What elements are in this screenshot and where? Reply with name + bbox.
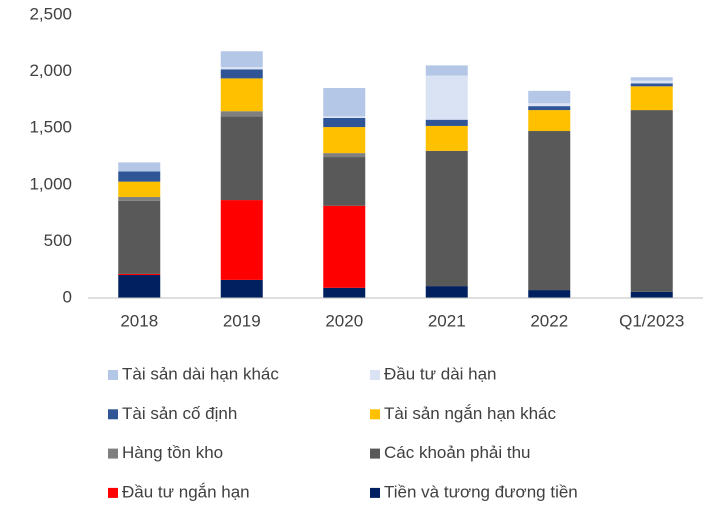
x-tick-label: 2022 (530, 311, 568, 330)
bar-segment (118, 171, 161, 182)
legend-label: Tài sản ngắn hạn khác (384, 404, 557, 423)
bar-segment (118, 273, 161, 276)
bar-segment (630, 80, 673, 84)
y-tick-label: 2,500 (29, 4, 72, 23)
bar-segment (323, 127, 366, 154)
bar-segment (118, 162, 161, 172)
bar-segment (425, 150, 468, 287)
bar-segment (630, 83, 673, 87)
bar-segment (630, 110, 673, 292)
bar-segment (630, 77, 673, 81)
bar-segment (323, 118, 366, 128)
bar-segment (220, 69, 263, 79)
bar-segment (220, 116, 263, 201)
legend-label: Tài sản cố định (122, 404, 237, 423)
bar-segment (323, 88, 366, 117)
bar-segment (220, 200, 263, 280)
y-tick-label: 1,500 (29, 118, 72, 137)
x-tick-label: Q1/2023 (619, 311, 684, 330)
bar-segment (323, 157, 366, 206)
bar-segment (220, 78, 263, 112)
legend-label: Hàng tồn kho (122, 443, 223, 462)
bar-segment (220, 279, 263, 298)
bar-segment (425, 119, 468, 126)
bar-segment (630, 86, 673, 111)
legend-label: Đầu tư dài hạn (384, 364, 497, 383)
bar-segment (528, 103, 571, 107)
y-tick-label: 0 (63, 287, 72, 306)
bar-segment (528, 131, 571, 291)
x-tick-label: 2019 (223, 311, 261, 330)
legend-swatch (108, 487, 118, 498)
legend-label: Các khoản phải thu (384, 443, 531, 462)
bar-segment (323, 153, 366, 158)
bar-segment (528, 290, 571, 298)
x-tick-label: 2018 (120, 311, 158, 330)
bar-segment (220, 67, 263, 70)
bar-segment (528, 90, 571, 104)
legend-swatch (108, 448, 118, 459)
bar-segment (425, 75, 468, 120)
bar-segment (323, 205, 366, 288)
bar-segment (323, 116, 366, 119)
legend-label: Đầu tư ngắn hạn (122, 482, 250, 501)
legend-label: Tiền và tương đương tiền (384, 482, 578, 501)
bar-segment (425, 125, 468, 151)
legend-swatch (108, 370, 118, 380)
bar-segment (118, 275, 161, 298)
bar-segment (220, 111, 263, 117)
legend-label: Tài sản dài hạn khác (122, 364, 279, 383)
bar-segment (118, 196, 161, 201)
bar-segment (118, 181, 161, 197)
x-tick-label: 2021 (428, 311, 466, 330)
bar-segment (220, 51, 263, 68)
bar-segment (425, 286, 468, 298)
bar-segment (630, 291, 673, 298)
legend-swatch (370, 409, 380, 420)
legend-swatch (370, 370, 380, 380)
bar-segment (323, 287, 366, 298)
legend-swatch (370, 487, 380, 498)
legend-swatch (108, 409, 118, 420)
y-tick-label: 500 (44, 231, 72, 250)
legend-swatch (370, 448, 380, 459)
bar-segment (118, 200, 161, 274)
x-tick-label: 2020 (325, 311, 363, 330)
y-tick-label: 1,000 (29, 174, 72, 193)
bar-segment (425, 65, 468, 76)
bar-segment (528, 106, 571, 111)
bar-segment (528, 110, 571, 132)
y-tick-label: 2,000 (29, 61, 72, 80)
